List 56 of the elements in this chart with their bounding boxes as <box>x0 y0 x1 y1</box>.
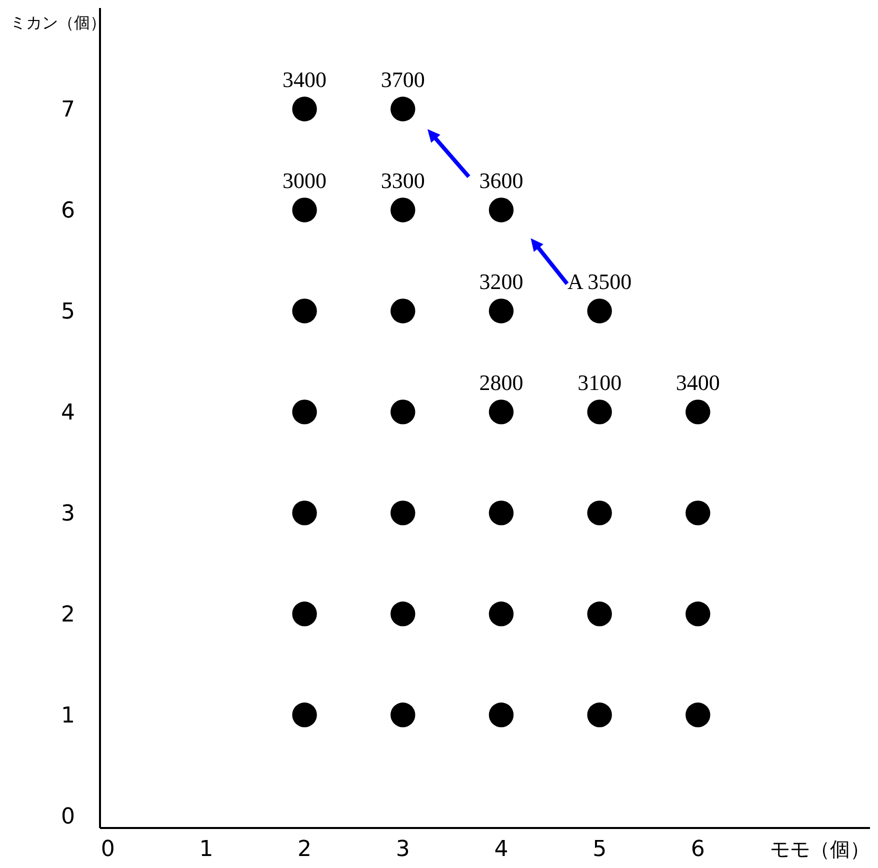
point <box>292 602 317 626</box>
point <box>390 298 416 324</box>
y-tick-label: 7 <box>61 98 75 123</box>
y-tick-label: 1 <box>61 704 75 729</box>
point <box>292 198 317 222</box>
point <box>488 702 514 728</box>
annotation: 3400 <box>676 370 720 395</box>
point <box>587 500 612 526</box>
point <box>587 602 612 626</box>
annotation: 3200 <box>479 268 524 294</box>
point <box>587 702 612 728</box>
x-axis-title: モモ（個） <box>770 837 870 861</box>
point <box>292 96 317 122</box>
y-axis-title: ミカン（個） <box>10 13 106 32</box>
point <box>587 400 612 424</box>
annotation: 3100 <box>578 370 622 395</box>
point <box>390 602 416 626</box>
annotation: 3700 <box>380 66 425 92</box>
x-tick-label: 0 <box>100 837 115 862</box>
x-tick-label: 5 <box>592 837 607 862</box>
point <box>390 198 416 222</box>
point <box>587 298 612 324</box>
point <box>292 400 317 424</box>
point <box>686 702 710 728</box>
x-tick-label: 1 <box>199 837 214 862</box>
y-tick-label: 6 <box>61 198 75 224</box>
point <box>686 500 710 526</box>
x-tick-label: 4 <box>494 837 508 862</box>
annotation: A 3500 <box>567 268 632 294</box>
point <box>488 198 514 222</box>
y-tick-label: 3 <box>61 502 75 527</box>
point <box>390 500 416 526</box>
x-tick-label: 3 <box>396 837 410 862</box>
point <box>390 400 416 424</box>
point <box>686 400 710 424</box>
point <box>686 602 710 626</box>
y-tick-label: 2 <box>61 602 75 628</box>
annotation: 3000 <box>282 168 327 193</box>
point <box>488 400 514 424</box>
point <box>390 96 416 122</box>
annotation: 3300 <box>380 168 425 193</box>
annotation: 3600 <box>479 168 524 193</box>
point <box>292 702 317 728</box>
x-tick-label: 2 <box>298 837 312 862</box>
point <box>390 702 416 728</box>
point <box>488 298 514 324</box>
x-tick-label: 6 <box>690 837 705 862</box>
point <box>292 500 317 526</box>
point <box>488 602 514 626</box>
y-tick-label: 4 <box>61 400 75 426</box>
y-tick-label: 5 <box>61 300 75 325</box>
point <box>488 500 514 526</box>
y-tick-label: 0 <box>61 804 75 830</box>
point <box>292 298 317 324</box>
annotation: 2800 <box>479 370 524 395</box>
annotation: 3400 <box>282 66 327 92</box>
